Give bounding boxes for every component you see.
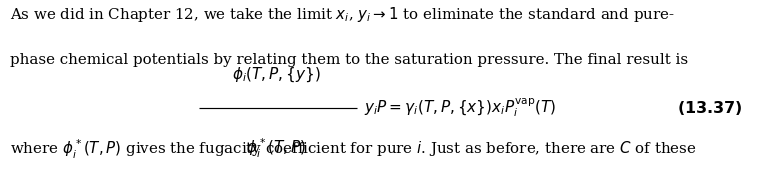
Text: $y_i P = \gamma_i(T, P, \{x\})x_i P_i^{\mathrm{vap}}(T)$: $y_i P = \gamma_i(T, P, \{x\})x_i P_i^{\… (364, 96, 557, 119)
Text: $\phi_i(T, P, \{y\})$: $\phi_i(T, P, \{y\})$ (232, 66, 321, 84)
Text: phase chemical potentials by relating them to the saturation pressure. The final: phase chemical potentials by relating th… (10, 52, 688, 66)
Text: $\phi_i^*(T, P)$: $\phi_i^*(T, P)$ (246, 136, 306, 160)
Text: where $\phi_i^*(T, P)$ gives the fugacity coefficient for pure $i$. Just as befo: where $\phi_i^*(T, P)$ gives the fugacit… (10, 138, 696, 161)
Text: $\mathbf{(13.37)}$: $\mathbf{(13.37)}$ (676, 99, 742, 117)
Text: As we did in Chapter 12, we take the limit $x_i$, $y_i \rightarrow 1$ to elimina: As we did in Chapter 12, we take the lim… (10, 5, 675, 24)
